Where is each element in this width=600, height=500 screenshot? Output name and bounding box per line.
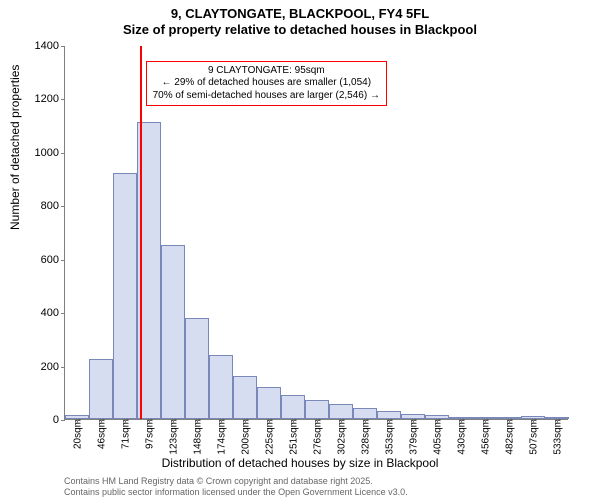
x-tick-label: 71sqm xyxy=(119,419,132,449)
x-tick-label: 174sqm xyxy=(215,419,228,455)
y-tick-mark xyxy=(61,206,65,207)
x-tick-label: 251sqm xyxy=(287,419,300,455)
x-tick-mark xyxy=(293,419,294,423)
histogram-bar xyxy=(233,376,257,419)
x-tick-label: 379sqm xyxy=(407,419,420,455)
x-tick-mark xyxy=(77,419,78,423)
annotation-line3: 70% of semi-detached houses are larger (… xyxy=(153,90,380,103)
x-tick-label: 123sqm xyxy=(167,419,180,455)
x-tick-mark xyxy=(221,419,222,423)
y-tick-mark xyxy=(61,260,65,261)
histogram-bar xyxy=(185,318,209,420)
histogram-bar xyxy=(305,400,329,419)
y-axis-label: Number of detached properties xyxy=(8,65,22,230)
chart-title-line2: Size of property relative to detached ho… xyxy=(0,22,600,37)
x-tick-mark xyxy=(269,419,270,423)
y-tick-mark xyxy=(61,99,65,100)
histogram-bar xyxy=(89,359,113,419)
histogram-bar xyxy=(161,245,185,419)
x-tick-mark xyxy=(341,419,342,423)
plot-inner: 020040060080010001200140020sqm46sqm71sqm… xyxy=(64,46,568,420)
footer-line2: Contains public sector information licen… xyxy=(64,487,408,498)
x-axis-label: Distribution of detached houses by size … xyxy=(0,456,600,470)
histogram-bar xyxy=(377,411,401,419)
y-tick-mark xyxy=(61,153,65,154)
x-tick-label: 302sqm xyxy=(335,419,348,455)
x-tick-label: 507sqm xyxy=(527,419,540,455)
x-tick-mark xyxy=(389,419,390,423)
x-tick-label: 405sqm xyxy=(431,419,444,455)
x-tick-mark xyxy=(437,419,438,423)
footer-line1: Contains HM Land Registry data © Crown c… xyxy=(64,476,408,487)
x-tick-mark xyxy=(101,419,102,423)
x-tick-label: 46sqm xyxy=(95,419,108,449)
x-tick-label: 200sqm xyxy=(239,419,252,455)
x-tick-label: 482sqm xyxy=(503,419,516,455)
chart-title-block: 9, CLAYTONGATE, BLACKPOOL, FY4 5FL Size … xyxy=(0,0,600,37)
y-tick-mark xyxy=(61,313,65,314)
x-tick-mark xyxy=(533,419,534,423)
x-tick-label: 148sqm xyxy=(191,419,204,455)
x-tick-label: 533sqm xyxy=(551,419,564,455)
y-tick-mark xyxy=(61,367,65,368)
histogram-bar xyxy=(209,355,233,419)
x-tick-mark xyxy=(365,419,366,423)
annotation-line2: ← 29% of detached houses are smaller (1,… xyxy=(153,77,380,90)
x-tick-label: 97sqm xyxy=(143,419,156,449)
x-tick-mark xyxy=(173,419,174,423)
y-tick-mark xyxy=(61,420,65,421)
histogram-bar xyxy=(113,173,137,419)
property-annotation: 9 CLAYTONGATE: 95sqm← 29% of detached ho… xyxy=(146,61,387,107)
x-tick-mark xyxy=(413,419,414,423)
x-tick-mark xyxy=(245,419,246,423)
x-tick-mark xyxy=(317,419,318,423)
x-tick-label: 276sqm xyxy=(311,419,324,455)
x-tick-label: 353sqm xyxy=(383,419,396,455)
y-tick-mark xyxy=(61,46,65,47)
x-tick-mark xyxy=(509,419,510,423)
x-tick-mark xyxy=(197,419,198,423)
histogram-bar xyxy=(329,404,353,419)
x-tick-label: 20sqm xyxy=(71,419,84,449)
property-marker-line xyxy=(140,46,142,419)
histogram-bar xyxy=(281,395,305,419)
histogram-bar xyxy=(353,408,377,419)
x-tick-label: 456sqm xyxy=(479,419,492,455)
plot-area: 020040060080010001200140020sqm46sqm71sqm… xyxy=(64,46,568,420)
x-tick-label: 430sqm xyxy=(455,419,468,455)
x-tick-label: 225sqm xyxy=(263,419,276,455)
annotation-line1: 9 CLAYTONGATE: 95sqm xyxy=(153,65,380,78)
footer-attribution: Contains HM Land Registry data © Crown c… xyxy=(64,476,408,498)
x-tick-mark xyxy=(149,419,150,423)
x-tick-mark xyxy=(461,419,462,423)
x-tick-mark xyxy=(485,419,486,423)
x-tick-mark xyxy=(557,419,558,423)
histogram-bar xyxy=(257,387,281,419)
chart-title-line1: 9, CLAYTONGATE, BLACKPOOL, FY4 5FL xyxy=(0,6,600,21)
x-tick-label: 328sqm xyxy=(359,419,372,455)
x-tick-mark xyxy=(125,419,126,423)
